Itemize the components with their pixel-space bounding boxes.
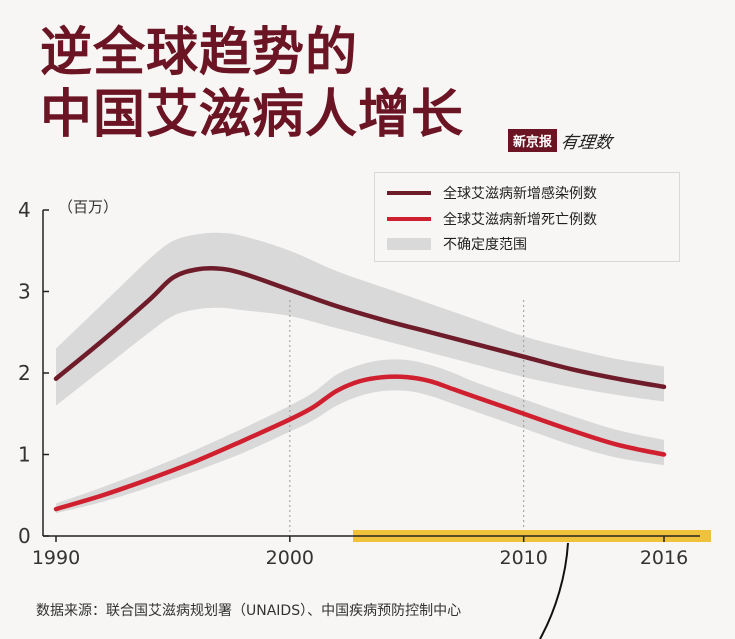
- title-line-1: 逆全球趋势的: [40, 23, 359, 83]
- y-axis-unit-label: （百万）: [58, 198, 119, 216]
- y-tick-label-1: 1: [18, 443, 31, 467]
- x-tick-label-2010: 2010: [500, 547, 548, 569]
- series-line-0: [53, 265, 667, 390]
- chart-legend: 全球艾滋病新增感染例数 全球艾滋病新增死亡例数 不确定度范围: [374, 172, 680, 262]
- source-note: 数据来源：联合国艾滋病规划署（UNAIDS）、中国疾病预防控制中心: [36, 603, 462, 619]
- brand-logo: 新京报 有理数: [508, 128, 613, 153]
- uncertainty-band-1: [56, 359, 664, 514]
- legend-item-deaths: 全球艾滋病新增死亡例数: [387, 209, 597, 229]
- series-line-1: [53, 374, 667, 512]
- legend-swatch-deaths: [387, 217, 431, 221]
- title-line-2: 中国艾滋病人增长: [40, 85, 465, 145]
- x-tick-label-2016: 2016: [640, 547, 688, 569]
- y-tick-label-2: 2: [18, 361, 31, 385]
- y-tick-label-3: 3: [18, 280, 31, 304]
- x-tick-label-1990: 1990: [32, 547, 80, 569]
- legend-item-uncertainty: 不确定度范围: [387, 234, 527, 254]
- title-block: 逆全球趋势的 中国艾滋病人增长: [40, 22, 464, 146]
- uncertainty-band-0: [56, 232, 664, 406]
- x-tick-label-2000: 2000: [266, 547, 314, 569]
- brand-logo-box: 新京报: [508, 129, 558, 152]
- legend-swatch-uncertainty: [387, 238, 431, 250]
- legend-item-infections: 全球艾滋病新增感染例数: [387, 183, 597, 203]
- y-tick-label-4: 4: [18, 198, 31, 222]
- y-tick-label-0: 0: [18, 524, 31, 548]
- legend-label-deaths: 全球艾滋病新增死亡例数: [443, 212, 597, 228]
- legend-label-uncertainty: 不确定度范围: [443, 237, 527, 253]
- annotation-pen-stroke: [539, 542, 569, 639]
- legend-label-infections: 全球艾滋病新增感染例数: [443, 186, 597, 202]
- legend-swatch-infections: [387, 191, 431, 195]
